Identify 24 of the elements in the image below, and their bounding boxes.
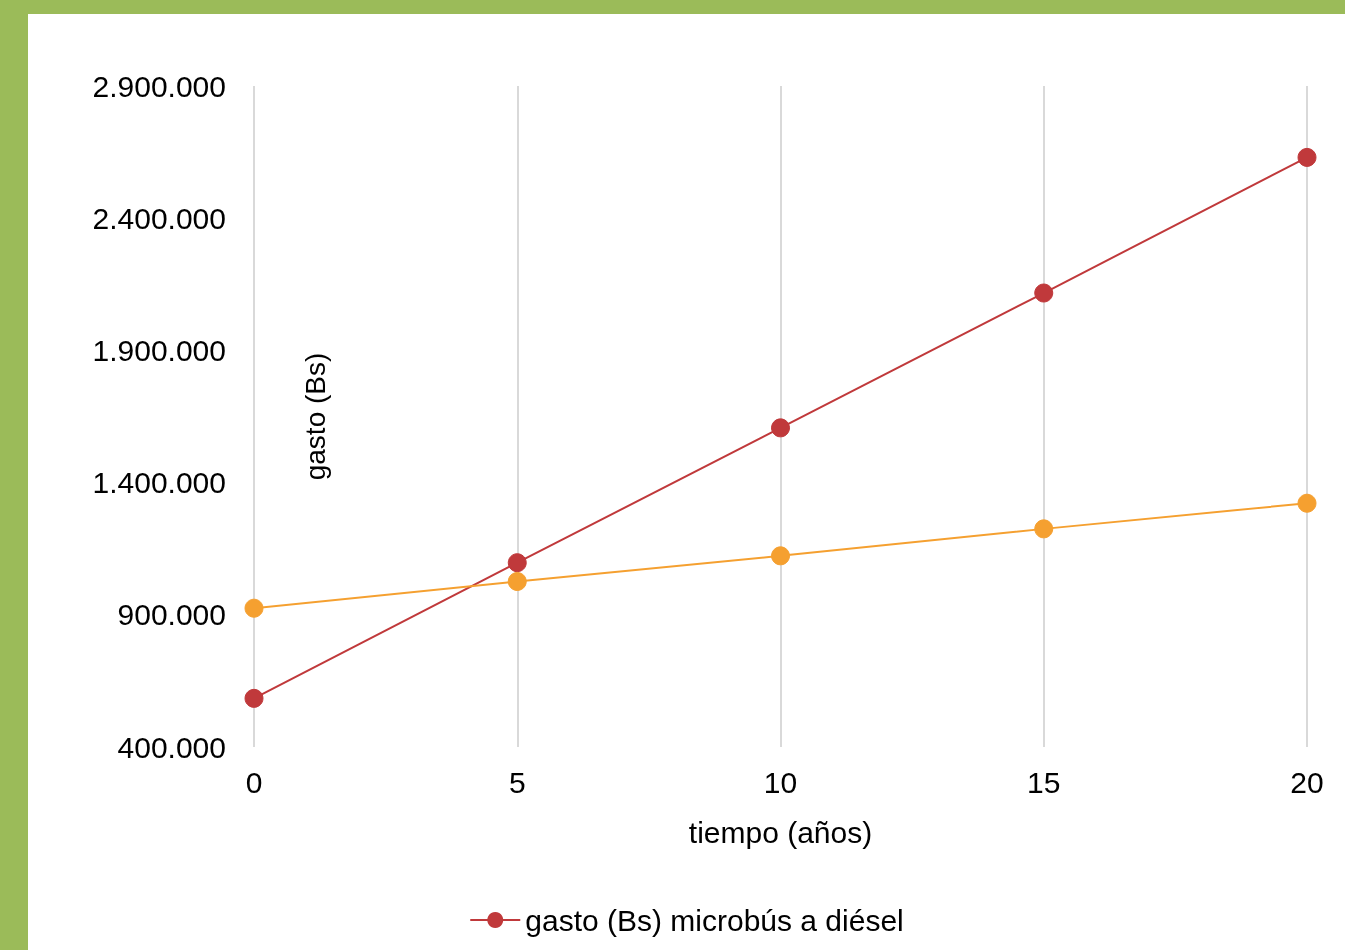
point [771, 546, 790, 566]
x-tick-label: 15 [1027, 765, 1061, 799]
point [507, 571, 527, 591]
point [1297, 493, 1317, 513]
y-tick-label: 2.400.000 [92, 201, 226, 235]
x-axis-title: tiempo (años) [688, 815, 873, 849]
point [244, 598, 264, 618]
x-tick-label: 5 [508, 765, 526, 799]
point [1034, 283, 1054, 303]
y-tick-label: 1.900.000 [92, 333, 226, 367]
point [244, 688, 264, 708]
y-tick-label: 900.000 [117, 598, 226, 632]
point [1297, 147, 1317, 167]
point [1034, 519, 1054, 539]
legend-label: gasto (Bs) microbús a diésel [525, 903, 904, 937]
x-tick-label: 20 [1290, 765, 1324, 799]
y-tick-label: 1.400.000 [92, 466, 226, 500]
y-tick-label: 2.900.000 [92, 69, 226, 103]
x-tick-label: 10 [763, 765, 798, 799]
y-axis-title: gasto (Bs) [299, 352, 331, 481]
point [771, 418, 790, 438]
point [507, 553, 527, 573]
x-tick-label: 0 [245, 765, 263, 799]
y-tick-label: 400.000 [117, 730, 226, 764]
